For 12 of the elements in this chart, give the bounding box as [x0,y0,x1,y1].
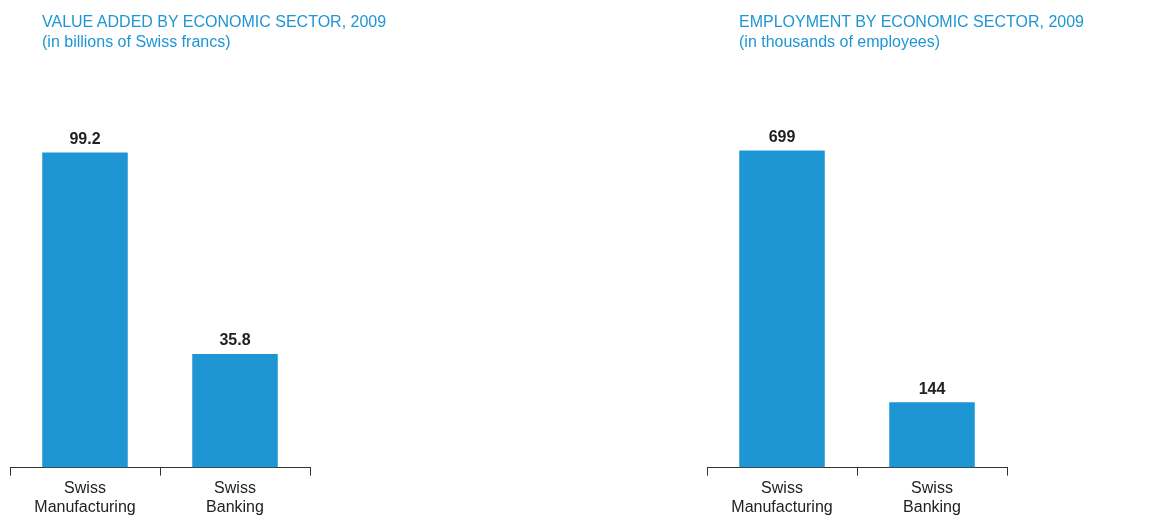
chart-title: VALUE ADDED BY ECONOMIC SECTOR, 2009 [42,12,387,32]
chart-title: EMPLOYMENT BY ECONOMIC SECTOR, 2009 [739,12,1084,32]
x-tick-label: Swiss Banking [903,478,961,515]
chart-subtitle: (in thousands of employees) [739,32,941,52]
x-tick-label: Swiss Banking [206,478,264,515]
chart-subtitle: (in billions of Swiss francs) [42,32,232,52]
data-label: 144 [918,379,946,397]
x-tick-label: Swiss Manufacturing [731,478,833,515]
data-label: 699 [768,127,796,145]
x-tick-label: Swiss Manufacturing [34,478,136,515]
data-label: 99.2 [69,129,101,147]
data-label: 35.8 [219,331,251,349]
